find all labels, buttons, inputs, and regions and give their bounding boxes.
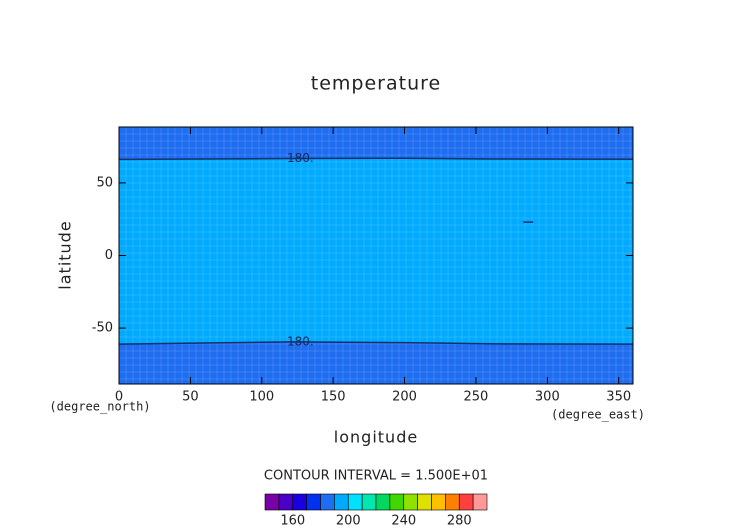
colorbar-box (458, 493, 474, 511)
chart-title: temperature (311, 73, 441, 95)
colorbar-tick-label: 160 (280, 514, 305, 529)
colorbar-box (472, 493, 488, 511)
colorbar-box (292, 493, 307, 511)
x-axis-label: longitude (334, 428, 418, 447)
colorbar-box (278, 493, 294, 511)
colorbar-tick-label: 280 (447, 514, 472, 529)
x-tick-label: 150 (321, 390, 346, 405)
inner-fill (119, 158, 633, 345)
contour-label: 180. (287, 334, 314, 348)
contour-label: 180. (287, 151, 314, 165)
colorbar-box (431, 493, 446, 511)
x-tick-label: 0 (115, 390, 123, 405)
y-tick-label: -50 (92, 321, 113, 336)
colorbar-box (334, 493, 349, 511)
colorbar-box (347, 493, 363, 511)
x-tick-label: 300 (535, 390, 560, 405)
colorbar-box (403, 493, 418, 511)
contour-interval: CONTOUR INTERVAL = 1.500E+01 (264, 469, 488, 484)
contour-line (118, 157, 634, 161)
contour-line (118, 341, 634, 345)
y-axis-label: latitude (56, 220, 75, 289)
x-tick-label: 250 (464, 390, 489, 405)
x-unit: (degree_east) (551, 408, 645, 422)
colorbar-box (375, 493, 391, 511)
y-unit: (degree_north) (49, 400, 150, 414)
colorbar-box (389, 493, 405, 511)
y-tick-label: 0 (105, 248, 113, 263)
colorbar-tick-label: 200 (336, 514, 361, 529)
colorbar-box (361, 493, 377, 511)
colorbar-box (417, 493, 432, 511)
colorbar-tick-label: 240 (391, 514, 416, 529)
colorbar-box (320, 493, 335, 511)
x-tick-label: 50 (182, 390, 199, 405)
y-tick-label: 50 (96, 175, 113, 190)
x-tick-label: 100 (249, 390, 274, 405)
x-tick-label: 200 (392, 390, 417, 405)
colorbar-box (264, 493, 280, 511)
colorbar-box (445, 493, 460, 511)
x-tick-label: 350 (606, 390, 631, 405)
colorbar-box (306, 493, 321, 511)
